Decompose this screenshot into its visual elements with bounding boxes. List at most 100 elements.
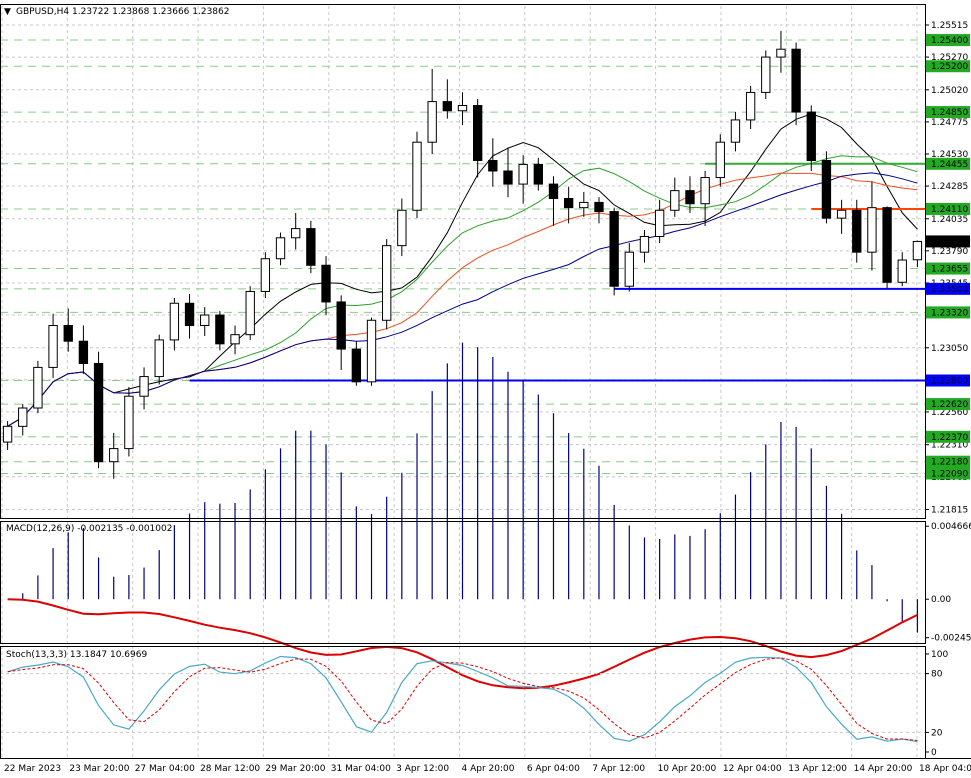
macd-label: MACD(12,26,9) -0.002135 -0.001002 (6, 524, 172, 534)
current-price-label: 1.23862 (931, 237, 968, 247)
price-tick-label: 1.24530 (931, 150, 968, 160)
bull-candle[interactable] (867, 207, 877, 253)
bull-candle[interactable] (154, 339, 164, 378)
bull-candle[interactable] (730, 119, 741, 143)
bear-candle[interactable] (882, 207, 892, 283)
stoch-signal-line (7, 657, 918, 741)
bear-candle[interactable] (306, 228, 316, 266)
bull-candle[interactable] (457, 105, 468, 112)
bull-candle[interactable] (200, 314, 210, 327)
bull-candle[interactable] (109, 448, 119, 463)
time-tick-label: 29 Mar 20:00 (265, 764, 325, 774)
time-tick-label: 6 Apr 04:00 (527, 764, 580, 774)
panel-border (0, 4, 926, 519)
level-price-badge (926, 282, 970, 295)
bull-candle[interactable] (245, 290, 255, 336)
panel-frames (0, 4, 971, 759)
bear-candle[interactable] (442, 101, 453, 112)
bear-candle[interactable] (821, 160, 832, 219)
level-price-label: 1.22370 (931, 433, 968, 443)
level-price-badge (926, 306, 970, 319)
bear-candle[interactable] (78, 340, 89, 364)
symbol-dropdown-icon[interactable]: ▼ (4, 7, 11, 17)
bear-candle[interactable] (533, 163, 543, 185)
bear-candle[interactable] (215, 314, 225, 345)
bull-candle[interactable] (912, 240, 923, 261)
bear-candle[interactable] (351, 348, 362, 383)
bear-candle[interactable] (488, 160, 498, 172)
bear-candle[interactable] (63, 325, 73, 342)
stoch-tick-label: 0 (931, 748, 937, 758)
current-price-badge (926, 235, 970, 248)
bull-candle[interactable] (412, 141, 422, 211)
bull-candle[interactable] (48, 325, 58, 368)
macd-tick-label: -0.002459 (931, 634, 971, 644)
level-price-label: 1.23320 (931, 308, 968, 318)
stoch-tick-label: 80 (931, 670, 943, 680)
bull-candle[interactable] (897, 259, 907, 283)
bull-candle[interactable] (139, 376, 149, 397)
level-price-badge (926, 202, 970, 215)
level-price-badge (926, 157, 970, 170)
ma-blue-line (7, 172, 918, 427)
bull-candle[interactable] (745, 91, 756, 121)
price-panel[interactable]: 1.25515 1.25270 1.25020 1.24775 1.24530 1.242… (0, 6, 970, 758)
bull-candle[interactable] (776, 48, 786, 58)
bull-candle[interactable] (230, 334, 240, 345)
bull-candle[interactable] (518, 163, 528, 185)
bull-candle[interactable] (291, 228, 301, 239)
bear-candle[interactable] (594, 201, 604, 213)
bear-candle[interactable] (852, 209, 862, 253)
bull-candle[interactable] (397, 209, 407, 247)
bull-candle[interactable] (427, 101, 437, 143)
time-tick-label: 4 Apr 20:00 (462, 764, 515, 774)
macd-panel[interactable]: 0.004666 0.00 -0.002459 (7, 342, 971, 690)
bull-candle[interactable] (275, 237, 286, 260)
bull-candle[interactable] (624, 251, 634, 287)
level-price-label: 1.24850 (931, 108, 968, 118)
stoch-main-line (7, 655, 918, 743)
bear-candle[interactable] (563, 197, 574, 209)
level-price-badge (926, 262, 970, 275)
bull-candle[interactable] (836, 209, 847, 219)
bull-candle[interactable] (579, 201, 589, 209)
level-price-badge (926, 430, 970, 443)
bull-candle[interactable] (382, 245, 392, 321)
bear-candle[interactable] (184, 302, 195, 327)
bear-candle[interactable] (685, 190, 695, 205)
bull-candle[interactable] (18, 407, 28, 427)
bull-candle[interactable] (366, 319, 377, 383)
bear-candle[interactable] (93, 362, 104, 463)
price-tick-label: 1.25515 (931, 21, 968, 31)
level-price-label: 1.24455 (931, 160, 968, 170)
bear-candle[interactable] (472, 105, 483, 162)
bull-candle[interactable] (260, 258, 271, 292)
bull-candle[interactable] (761, 56, 771, 93)
bear-candle[interactable] (548, 183, 559, 199)
level-price-label: 1.22620 (931, 400, 968, 410)
bull-candle[interactable] (654, 209, 665, 237)
bull-candle[interactable] (124, 395, 134, 450)
bear-candle[interactable] (791, 48, 801, 113)
bull-candle[interactable] (670, 190, 680, 211)
time-tick-label: 18 Apr 04:00 (919, 764, 971, 774)
bear-candle[interactable] (336, 301, 346, 350)
level-price-badge (926, 34, 970, 47)
bear-candle[interactable] (503, 170, 513, 185)
bear-candle[interactable] (609, 211, 619, 287)
time-axis: 22 Mar 2023 23 Mar 20:00 27 Mar 04:00 28 Ma… (4, 764, 971, 774)
stoch-label: Stoch(13,3,3) 13.1847 10.6969 (6, 650, 147, 660)
bull-candle[interactable] (33, 366, 43, 409)
time-tick-label: 22 Mar 2023 (4, 764, 61, 774)
bear-candle[interactable] (806, 111, 816, 162)
bull-candle[interactable] (715, 141, 725, 179)
bull-candle[interactable] (700, 177, 710, 205)
price-tick-label: 1.23790 (931, 247, 968, 257)
bull-candle[interactable] (639, 235, 650, 253)
macd-signal-line (7, 598, 918, 690)
bear-candle[interactable] (321, 264, 331, 303)
stoch-panel[interactable]: 100 80 20 0 (0, 650, 948, 758)
bull-candle[interactable] (169, 302, 180, 341)
bull-candle[interactable] (2, 425, 13, 443)
